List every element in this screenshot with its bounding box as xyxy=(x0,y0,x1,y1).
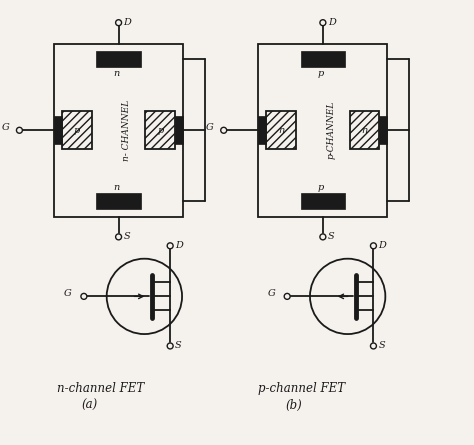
Text: n: n xyxy=(361,126,368,135)
Circle shape xyxy=(371,243,376,249)
Circle shape xyxy=(284,293,290,299)
Bar xyxy=(266,111,296,149)
Bar xyxy=(301,52,345,67)
Text: S: S xyxy=(378,341,385,351)
Text: G: G xyxy=(2,123,9,132)
Text: p-CHANNEL: p-CHANNEL xyxy=(326,101,335,159)
Circle shape xyxy=(116,234,121,240)
Bar xyxy=(301,193,345,209)
Text: p: p xyxy=(157,126,164,135)
Circle shape xyxy=(310,259,385,334)
Bar xyxy=(54,117,62,144)
Bar xyxy=(258,117,266,144)
Circle shape xyxy=(320,20,326,26)
Text: D: D xyxy=(378,241,386,250)
Bar xyxy=(96,193,141,209)
Text: D: D xyxy=(328,18,336,27)
Text: G: G xyxy=(267,289,275,298)
Text: p-channel FET: p-channel FET xyxy=(258,382,346,395)
Circle shape xyxy=(320,234,326,240)
Text: p: p xyxy=(74,126,80,135)
Circle shape xyxy=(116,20,121,26)
Text: n-channel FET: n-channel FET xyxy=(57,382,145,395)
Bar xyxy=(350,111,379,149)
Text: n: n xyxy=(278,126,284,135)
Text: D: D xyxy=(175,241,183,250)
Text: p: p xyxy=(318,69,324,78)
Bar xyxy=(146,111,175,149)
Text: G: G xyxy=(64,289,72,298)
Circle shape xyxy=(167,343,173,349)
Circle shape xyxy=(167,243,173,249)
Text: p: p xyxy=(318,183,324,192)
Circle shape xyxy=(81,293,87,299)
Bar xyxy=(54,44,183,217)
Text: S: S xyxy=(175,341,182,351)
Bar xyxy=(62,111,92,149)
Text: (a): (a) xyxy=(82,399,98,412)
Text: S: S xyxy=(328,232,335,241)
Text: n- CHANNEL: n- CHANNEL xyxy=(122,100,131,161)
Bar xyxy=(175,117,183,144)
Text: S: S xyxy=(124,232,130,241)
Bar xyxy=(379,117,387,144)
Text: D: D xyxy=(124,18,131,27)
Text: (b): (b) xyxy=(285,399,302,412)
Text: n: n xyxy=(113,69,120,78)
Bar xyxy=(96,52,141,67)
Text: n: n xyxy=(113,183,120,192)
Circle shape xyxy=(221,127,227,133)
Bar xyxy=(258,44,387,217)
Circle shape xyxy=(107,259,182,334)
Circle shape xyxy=(17,127,22,133)
Text: G: G xyxy=(206,123,214,132)
Circle shape xyxy=(371,343,376,349)
